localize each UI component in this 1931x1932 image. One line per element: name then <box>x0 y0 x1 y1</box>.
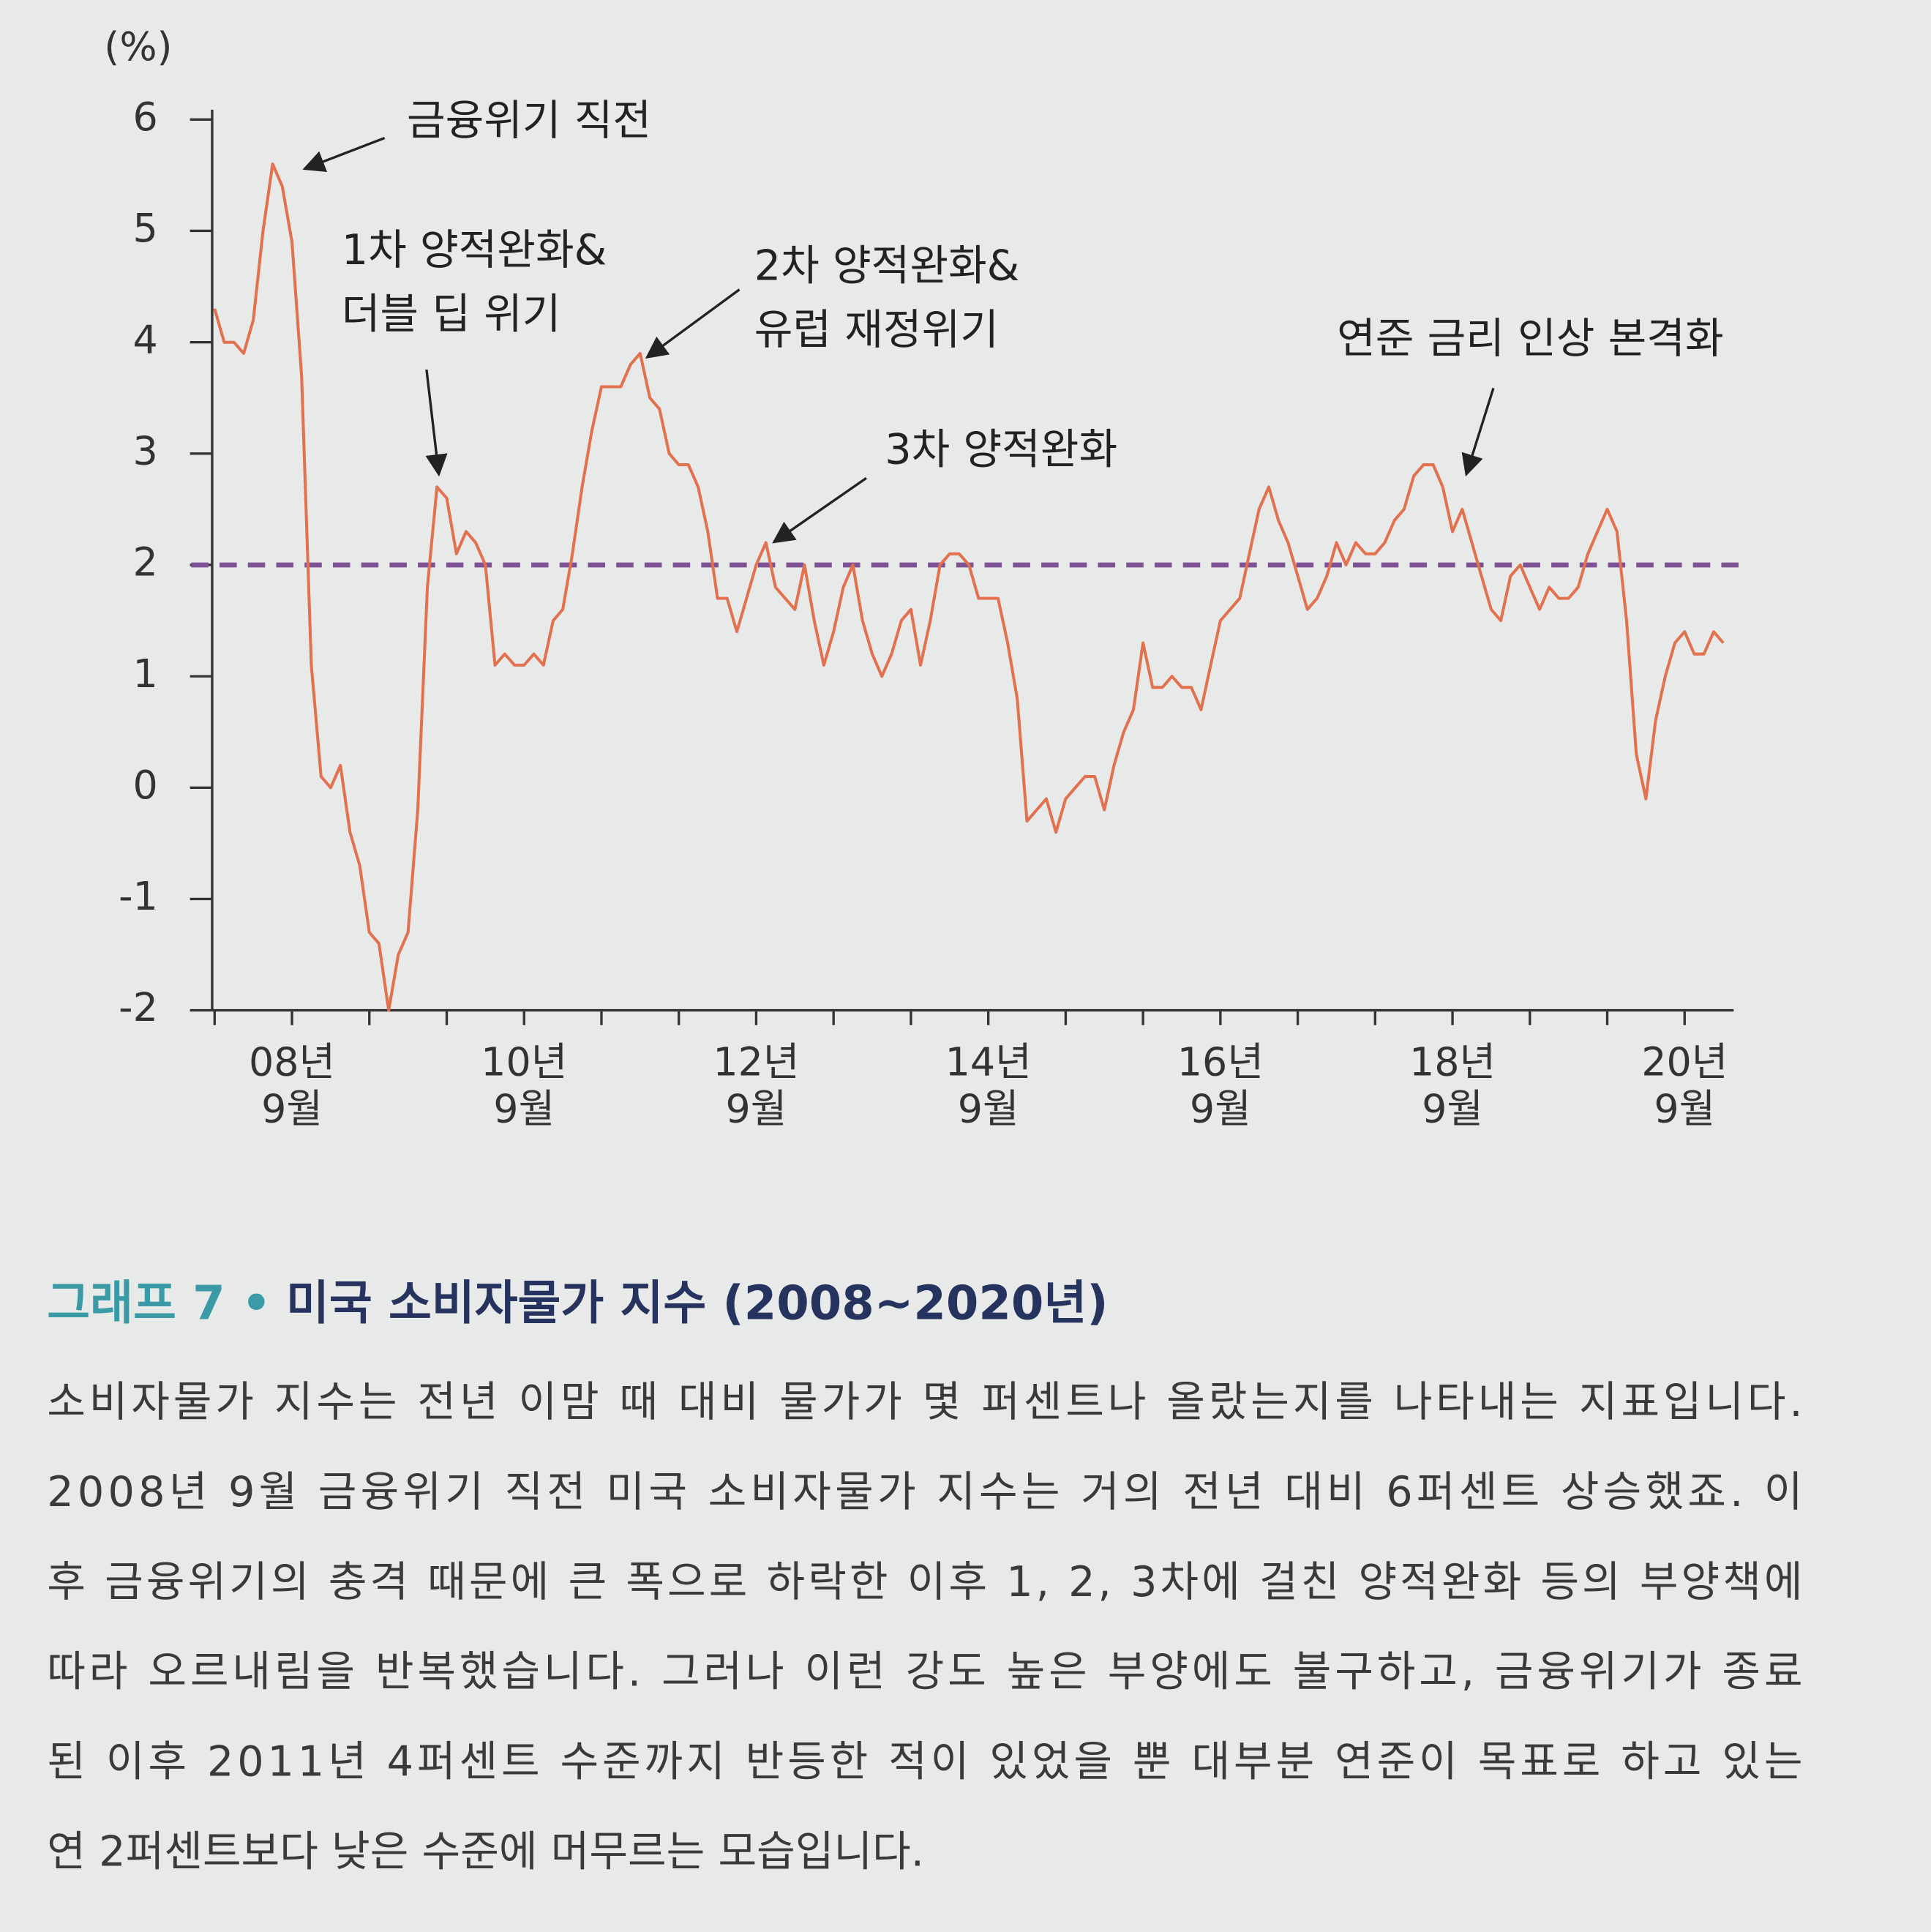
x-tick-label: 08년 <box>249 1038 335 1085</box>
y-tick-label: 3 <box>133 427 158 473</box>
cpi-line <box>213 162 1725 1012</box>
annotation: 금융위기 직전 <box>407 97 651 145</box>
body-text: 된 이후 2011년 4퍼센트 수준까지 반등한 적이 있었을 뿐 대부분 연준… <box>47 1738 1802 1786</box>
x-tick-label: 16년 <box>1177 1038 1264 1085</box>
x-tick-label: 9월 <box>1190 1085 1251 1131</box>
caption: 그래프 7 • 미국 소비자물가 지수 (2008~2020년) <box>47 1276 1108 1330</box>
annotation: 1차 양적완화& <box>342 226 607 274</box>
y-tick-label: 4 <box>133 316 158 362</box>
y-axis-label: (%) <box>104 23 172 70</box>
body-text: 후 금융위기의 충격 때문에 큰 폭으로 하락한 이후 1, 2, 3차에 걸친… <box>47 1558 1802 1606</box>
x-tick-label: 9월 <box>493 1085 555 1131</box>
body-text: 연 2퍼센트보다 낮은 수준에 머무르는 모습입니다. <box>47 1828 924 1876</box>
x-tick-label: 9월 <box>1654 1085 1715 1131</box>
x-tick-label: 9월 <box>261 1085 323 1131</box>
y-tick-label: 1 <box>133 651 158 697</box>
annotation-arrow <box>772 476 867 544</box>
x-tick-label: 20년 <box>1641 1038 1728 1085</box>
chart-title: 미국 소비자물가 지수 (2008~2020년) <box>286 1276 1108 1330</box>
body-text: 따라 오르내림을 반복했습니다. 그러나 이런 강도 높은 부양에도 불구하고,… <box>47 1648 1802 1696</box>
y-tick-label: -2 <box>119 984 158 1030</box>
y-tick-label: 6 <box>133 94 158 140</box>
x-tick-label: 10년 <box>481 1038 567 1085</box>
body-text: 2008년 9월 금융위기 직전 미국 소비자물가 지수는 거의 전년 대비 6… <box>47 1468 1802 1516</box>
annotation: 유럽 재정위기 <box>754 306 999 354</box>
y-tick-label: 2 <box>133 539 158 585</box>
y-tick-label: 5 <box>133 205 158 251</box>
x-tick-label: 9월 <box>726 1085 787 1131</box>
annotation-arrow <box>425 369 448 477</box>
annotation-arrow <box>645 288 740 359</box>
x-tick-label: 9월 <box>958 1085 1019 1131</box>
y-tick-label: -1 <box>119 873 158 919</box>
y-tick-label: 0 <box>133 762 158 808</box>
figure-label: 그래프 7 • <box>47 1276 271 1330</box>
x-tick-label: 12년 <box>713 1038 799 1085</box>
x-tick-label: 14년 <box>945 1038 1032 1085</box>
x-tick-label: 9월 <box>1422 1085 1483 1131</box>
annotation: 연준 금리 인상 본격화 <box>1337 315 1723 363</box>
body-text: 소비자물가 지수는 전년 이맘 때 대비 물가가 몇 퍼센트나 올랐는지를 나타… <box>47 1378 1802 1426</box>
annotation-arrow <box>1461 387 1495 477</box>
annotation: 2차 양적완화& <box>754 242 1020 291</box>
annotation: 3차 양적완화 <box>885 426 1117 474</box>
x-tick-label: 18년 <box>1409 1038 1496 1085</box>
annotation: 더블 딥 위기 <box>342 290 561 338</box>
annotation-arrow <box>302 136 386 173</box>
